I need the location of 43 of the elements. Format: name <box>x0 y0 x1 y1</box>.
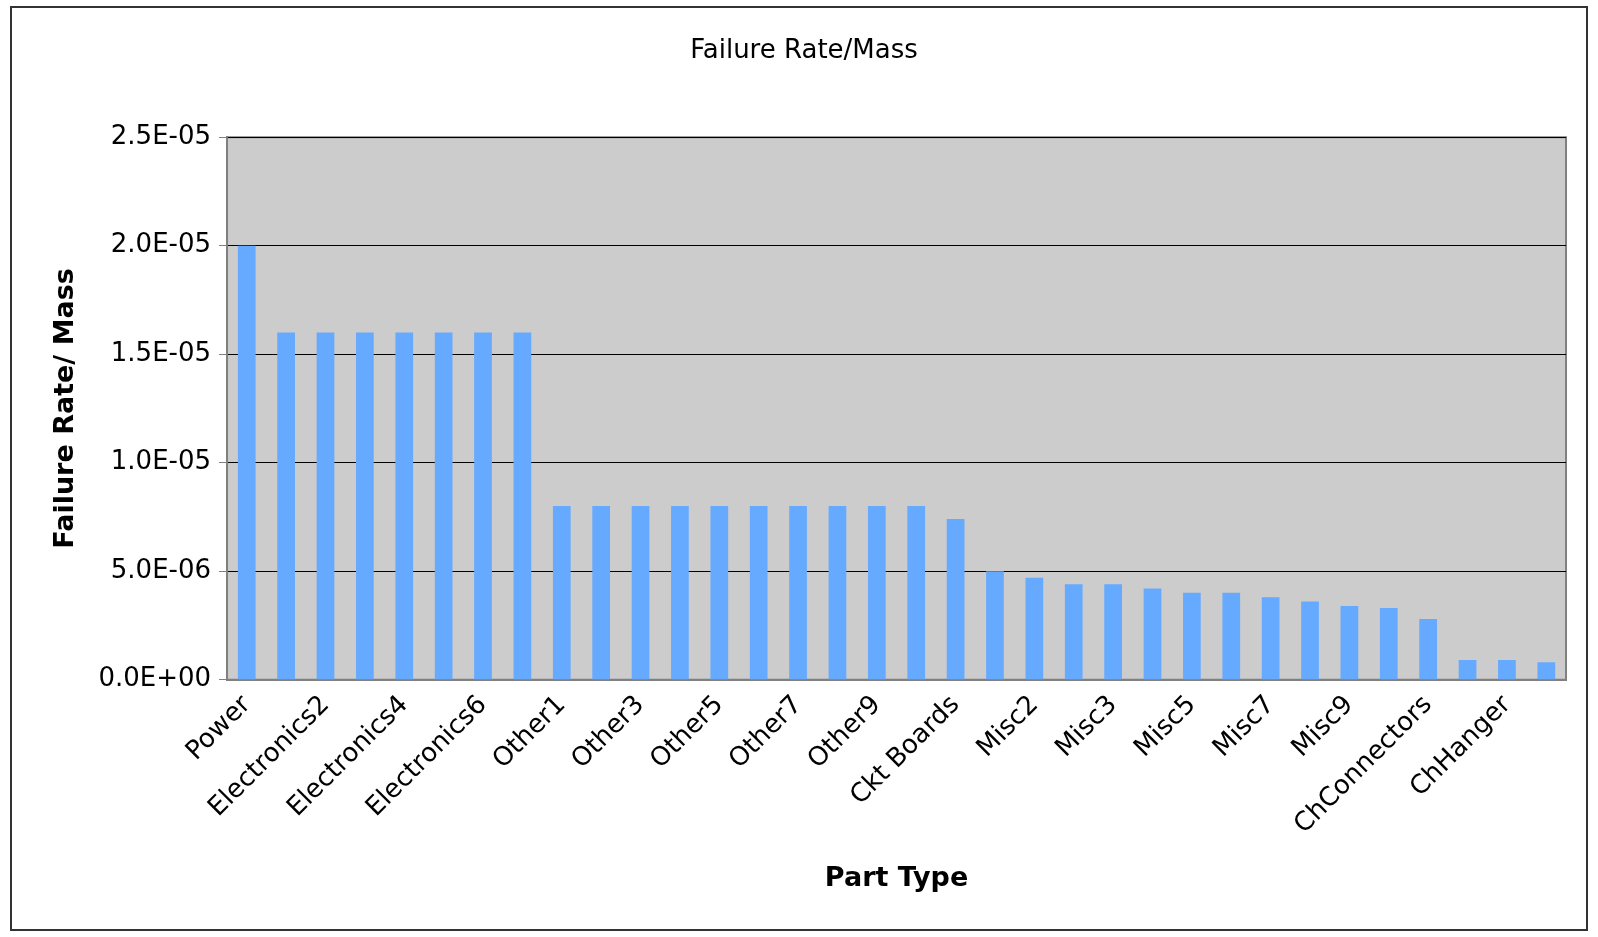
x-axis-title: Part Type <box>824 860 969 892</box>
bar <box>592 506 611 680</box>
y-tick-label: 2.5E-05 <box>110 119 212 150</box>
bar <box>1537 662 1556 680</box>
bar <box>277 332 295 680</box>
bar <box>1104 584 1122 680</box>
bar <box>671 506 689 680</box>
bar <box>1498 660 1516 680</box>
bar <box>867 506 886 680</box>
bar <box>1379 608 1398 680</box>
y-tick-label: 5.0E-06 <box>110 553 212 584</box>
bar <box>513 332 532 680</box>
y-tick-label: 0.0E+00 <box>98 662 212 693</box>
bar <box>710 506 729 680</box>
y-tick-label: 2.0E-05 <box>110 228 212 259</box>
bar <box>1183 592 1201 680</box>
chart-title: Failure Rate/Mass <box>690 34 918 65</box>
bar <box>474 332 492 680</box>
bar <box>907 506 926 680</box>
bar <box>1301 601 1319 680</box>
bar <box>395 332 414 680</box>
bar <box>552 506 571 680</box>
bar <box>237 245 256 680</box>
bar <box>1261 597 1280 680</box>
bar <box>986 571 1004 680</box>
bar <box>1143 588 1162 680</box>
bar <box>1458 660 1477 680</box>
bar <box>316 332 335 680</box>
bar <box>434 332 453 680</box>
bar <box>1340 605 1359 680</box>
bar <box>946 519 965 680</box>
bar <box>631 506 650 680</box>
y-tick-label: 1.5E-05 <box>110 336 212 367</box>
y-axis-title: Failure Rate/ Mass <box>48 268 80 549</box>
bar <box>828 506 847 680</box>
bar <box>1025 577 1044 680</box>
bar <box>789 506 807 680</box>
bar <box>749 506 768 680</box>
bar <box>356 332 374 680</box>
bar <box>1222 592 1241 680</box>
bar <box>1064 584 1083 680</box>
bar <box>1419 618 1438 680</box>
y-tick-label: 1.0E-05 <box>110 445 212 476</box>
